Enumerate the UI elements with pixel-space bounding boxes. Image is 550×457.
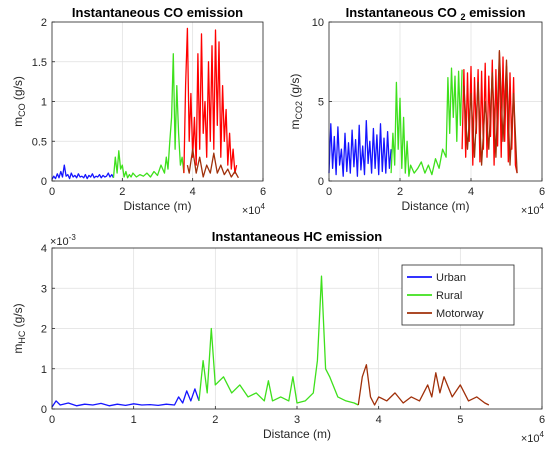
x-tick-label: 1 [131,414,137,426]
y-tick-label: 0.5 [32,136,47,148]
x-axis-label: Distance (m) [263,427,331,441]
x-multiplier: ×104 [521,202,545,217]
x-tick-label: 2 [212,414,218,426]
x-tick-label: 0 [326,186,332,198]
series-group [328,49,518,177]
y-tick-label: 3 [41,283,47,295]
title-part: emission [465,5,525,20]
y-axis-label: mCO2 (g/s) [288,74,304,130]
y-tick-label: 0 [41,404,47,416]
x-multiplier-base: ×10 [521,433,540,445]
chart-title: Instantaneous CO emission [72,5,243,20]
x-multiplier: ×104 [521,430,545,445]
y-multiplier-exponent: -3 [69,233,77,242]
x-multiplier-exponent: 4 [540,430,545,439]
y-label-unit: (g/s) [11,303,25,330]
x-multiplier-base: ×10 [242,205,261,217]
title-part: Instantaneous CO [346,5,461,20]
y-label-main: m [288,119,302,129]
series-line-3 [183,27,238,174]
x-tick-label: 0 [49,186,55,198]
x-tick-label: 6 [539,186,545,198]
x-multiplier-exponent: 4 [261,202,266,211]
y-tick-label: 4 [41,243,47,255]
y-tick-label: 1 [41,97,47,109]
y-tick-label: 0 [318,176,324,188]
series-line-2 [390,67,463,177]
chart-title: Instantaneous CO 2 emission [346,5,526,22]
legend-label-urban: Urban [436,272,466,284]
legend: Urban Rural Motorway [401,264,515,326]
y-label-main: m [11,117,25,127]
series-line-1 [328,119,392,177]
x-tick-label: 3 [294,414,300,426]
x-tick-label: 4 [468,186,474,198]
chart-title: Instantaneous HC emission [212,229,383,244]
y-label-unit: (g/s) [288,74,302,101]
x-multiplier-base: ×10 [521,205,540,217]
x-axis-label: Distance (m) [123,199,191,213]
y-tick-label: 0 [41,176,47,188]
series-group [51,275,490,408]
chart-panel-2: 0 2 4 6 0 5 10 Instantaneous CO 2 emission Dista… [288,5,545,217]
series-line-motorway [357,364,490,406]
x-tick-label: 4 [190,186,196,198]
series-line-2 [112,53,185,179]
x-tick-label: 4 [376,414,382,426]
x-axis-label: Distance (m) [401,199,469,213]
x-tick-label: 2 [397,186,403,198]
y-label-subscript: HC [17,330,27,343]
y-tick-label: 1 [41,364,47,376]
chart-panel-1: 0 2 4 6 0 0.5 1 1.5 2 Instantaneous CO emission Di… [11,5,266,217]
series-line-rural [198,275,359,406]
y-label-subscript: CO [17,103,27,117]
y-tick-label: 2 [41,324,47,336]
y-label-unit: (g/s) [11,76,25,103]
chart-panel-3: 0 1 2 3 4 5 6 0 1 2 3 4 Instantaneous HC emission Dis… [11,229,545,445]
x-multiplier: ×104 [242,202,266,217]
series-line-4 [186,148,239,179]
y-label-subscript: CO2 [294,101,304,120]
y-axis-label: mHC (g/s) [11,303,27,353]
x-tick-label: 0 [49,414,55,426]
x-multiplier-exponent: 4 [540,202,545,211]
title-part: Instantaneous HC emission [212,229,383,244]
y-multiplier-base: ×10 [50,236,69,248]
x-tick-label: 6 [539,414,545,426]
x-tick-label: 5 [457,414,463,426]
series-line-3 [461,51,518,174]
y-label-main: m [11,344,25,354]
series-line-urban [51,388,200,408]
legend-label-rural: Rural [436,290,462,302]
x-tick-label: 2 [119,186,125,198]
y-multiplier: ×10-3 [50,233,76,248]
y-tick-label: 5 [318,97,324,109]
y-axis-label: mCO (g/s) [11,76,27,127]
series-line-4 [463,49,518,174]
y-tick-label: 10 [312,17,324,29]
y-tick-label: 1.5 [32,57,47,69]
title-part: Instantaneous CO emission [72,5,243,20]
y-tick-label: 2 [41,17,47,29]
legend-label-motorway: Motorway [436,308,484,320]
series-line-1 [51,164,115,180]
title-subscript: 2 [460,12,465,22]
x-tick-label: 6 [260,186,266,198]
series-group [51,27,239,180]
